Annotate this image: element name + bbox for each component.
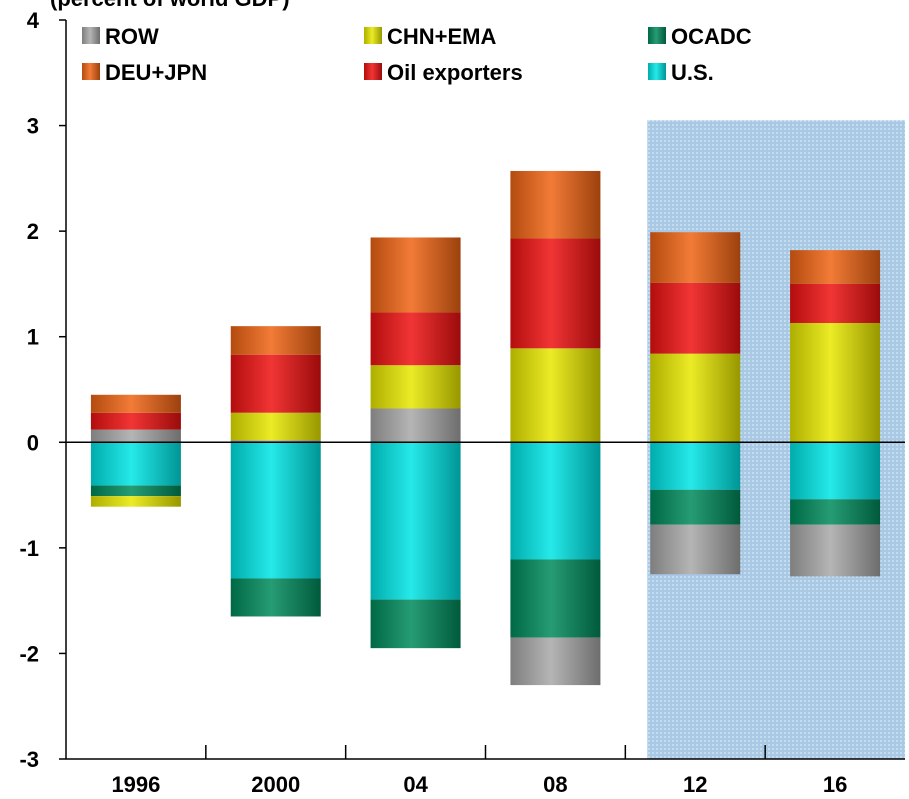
bar-segment-u-s--2000 [230, 442, 321, 579]
y-tick-label: 0 [27, 430, 39, 455]
bar-segment-deu-jpn-2000 [230, 326, 321, 355]
axes-group: 4 3 2 1 0 -1 -2 -3 1996 2000 04 08 12 16 [19, 8, 905, 797]
bar-segment-u-s--08 [510, 442, 601, 560]
bar-segment-deu-jpn-04 [370, 237, 461, 313]
legend: ROW CHN+EMA OCADC DEU+JPN Oil exporters U.S. [82, 24, 752, 85]
bar-segment-row-16 [790, 524, 881, 577]
bar-segment-chn-ema-2000 [230, 412, 321, 441]
bar-segment-chn-ema-16 [790, 322, 881, 443]
bar-segment-chn-ema-08 [510, 348, 601, 443]
bar-segment-row-04 [370, 408, 461, 443]
bar-segment-ocadc-04 [370, 599, 461, 649]
bar-segment-u-s--16 [790, 442, 881, 500]
legend-swatch [648, 27, 666, 44]
legend-label: OCADC [671, 24, 752, 49]
legend-label: ROW [105, 24, 159, 49]
legend-label: Oil exporters [387, 60, 523, 85]
legend-swatch [364, 27, 382, 44]
legend-swatch [82, 27, 100, 44]
bar-segment-ocadc-08 [510, 559, 601, 638]
bar-segment-oil-exporters-1996 [90, 412, 181, 430]
y-tick-label: -2 [19, 641, 39, 666]
bar-segment-ocadc-2000 [230, 578, 321, 617]
bar-segment-oil-exporters-2000 [230, 354, 321, 413]
bar-segment-ocadc-1996 [90, 485, 181, 497]
legend-swatch [82, 63, 100, 80]
x-tick-label: 04 [403, 772, 428, 797]
legend-swatch [364, 63, 382, 80]
bar-segment-row-12 [650, 524, 741, 575]
bar-segment-ocadc-12 [650, 489, 741, 525]
y-tick-label: -1 [19, 536, 39, 561]
bar-segment-row-2000 [230, 440, 321, 443]
bar-segment-deu-jpn-1996 [90, 394, 181, 413]
x-tick-label: 16 [823, 772, 847, 797]
legend-swatch [648, 63, 666, 80]
bar-segment-u-s--12 [650, 442, 741, 490]
bar-segment-u-s--1996 [90, 442, 181, 486]
bar-segment-deu-jpn-16 [790, 250, 881, 284]
bar-segment-chn-ema-12 [650, 353, 741, 443]
bar-segment-row-1996 [90, 429, 181, 443]
legend-label: CHN+EMA [387, 24, 497, 49]
bar-segment-u-s--04 [370, 442, 461, 600]
x-tick-label: 2000 [251, 772, 300, 797]
y-tick-label: 4 [27, 8, 40, 33]
bar-segment-oil-exporters-12 [650, 282, 741, 354]
bar-segment-oil-exporters-08 [510, 238, 601, 349]
x-tick-label: 08 [543, 772, 567, 797]
legend-label: DEU+JPN [105, 60, 207, 85]
y-tick-label: 1 [27, 325, 39, 350]
y-tick-label: 3 [27, 114, 39, 139]
bars-group [90, 170, 881, 686]
x-tick-label: 1996 [111, 772, 160, 797]
bar-segment-ocadc-16 [790, 499, 881, 525]
y-tick-label: -3 [19, 747, 39, 772]
bar-segment-deu-jpn-08 [510, 170, 601, 239]
bar-segment-deu-jpn-12 [650, 232, 741, 283]
bar-segment-row-08 [510, 637, 601, 686]
header-fragment: (percent of world GDP) [50, 0, 290, 11]
bar-segment-chn-ema-1996 [90, 496, 181, 507]
bar-segment-chn-ema-04 [370, 365, 461, 409]
legend-label: U.S. [671, 60, 714, 85]
y-tick-label: 2 [27, 219, 39, 244]
x-tick-label: 12 [683, 772, 707, 797]
bar-segment-oil-exporters-16 [790, 283, 881, 323]
bar-segment-oil-exporters-04 [370, 312, 461, 366]
